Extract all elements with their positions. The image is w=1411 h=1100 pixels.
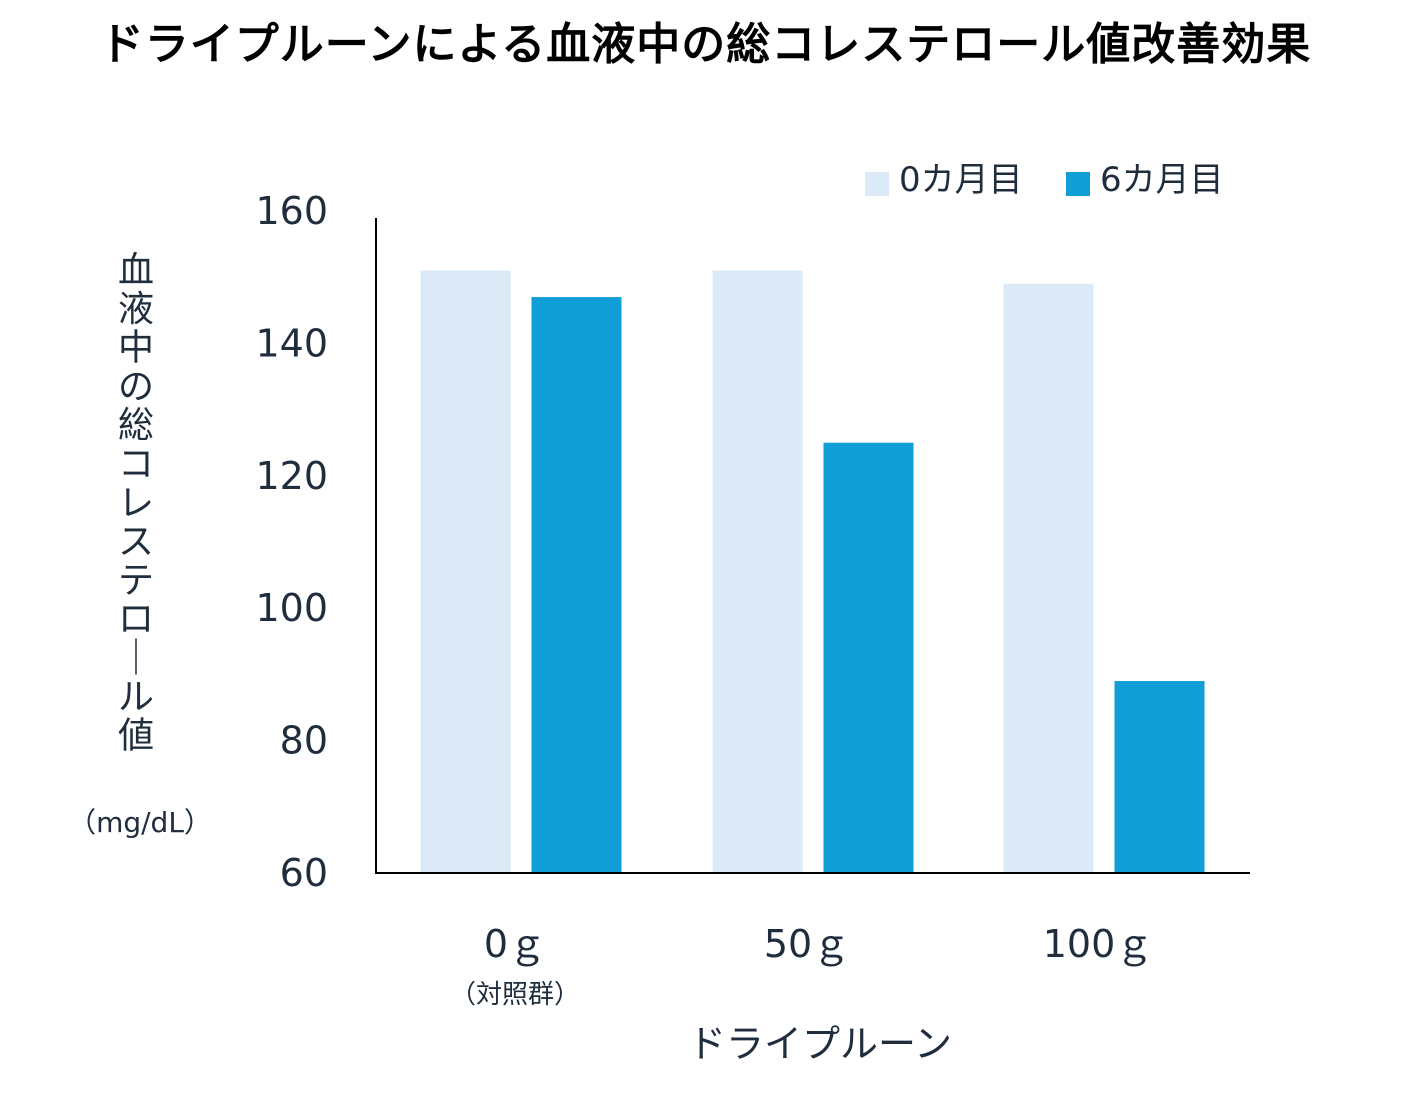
y-tick-120: 120 <box>255 454 328 498</box>
bar-month0-0 <box>420 270 511 874</box>
y-axis-unit: （mg/dL） <box>68 806 212 839</box>
bar-month6-2 <box>1114 681 1205 873</box>
bar-month0-1 <box>712 270 803 874</box>
y-axis-label: 血液中の総コレステロ｜ル値 <box>118 250 154 757</box>
y-axis-label-char: コ <box>118 444 154 485</box>
y-tick-160: 160 <box>255 189 328 233</box>
y-tick-labels: 60 80 100 120 140 160 <box>255 189 328 895</box>
y-axis-label-char: 血 <box>118 250 154 291</box>
y-tick-140: 140 <box>255 321 328 365</box>
legend: 0カ月目 6カ月目 <box>865 160 1224 200</box>
x-category-label: 100ｇ <box>1043 922 1154 966</box>
y-tick-60: 60 <box>280 851 328 895</box>
legend-swatch-0 <box>865 172 889 196</box>
bars-group <box>420 270 1205 874</box>
y-axis-label-char: 中 <box>118 328 154 369</box>
y-axis-label-char: ｜ <box>118 638 154 679</box>
y-axis-label-char: の <box>118 366 154 407</box>
bar-month6-1 <box>823 442 914 873</box>
y-axis-label-char: 液 <box>118 289 154 330</box>
y-axis-label-char: ロ <box>118 599 154 640</box>
x-category-label: 0ｇ <box>484 922 546 966</box>
y-axis-label-char: ス <box>118 522 154 563</box>
y-tick-100: 100 <box>255 586 328 630</box>
y-tick-80: 80 <box>280 719 328 763</box>
legend-label-1: 6カ月目 <box>1100 160 1224 200</box>
y-axis-label-char: レ <box>118 483 154 524</box>
legend-label-0: 0カ月目 <box>899 160 1023 200</box>
bar-month0-2 <box>1003 283 1094 873</box>
bar-month6-0 <box>531 297 622 873</box>
y-axis-label-char: 総 <box>118 405 154 446</box>
x-category-label: 50ｇ <box>764 922 850 966</box>
chart-title: ドライプルーンによる血液中の総コレステロール値改善効果 <box>99 19 1312 70</box>
y-axis-label-char: テ <box>118 560 154 601</box>
legend-swatch-1 <box>1066 172 1090 196</box>
x-category-sublabel: （対照群） <box>450 980 580 1010</box>
x-category-labels: 0ｇ （対照群） 50ｇ 100ｇ <box>450 922 1153 1010</box>
y-axis-label-char: ル <box>118 677 154 718</box>
y-axis-label-char: 値 <box>118 716 154 757</box>
x-axis-label: ドライプルーン <box>688 1022 952 1066</box>
